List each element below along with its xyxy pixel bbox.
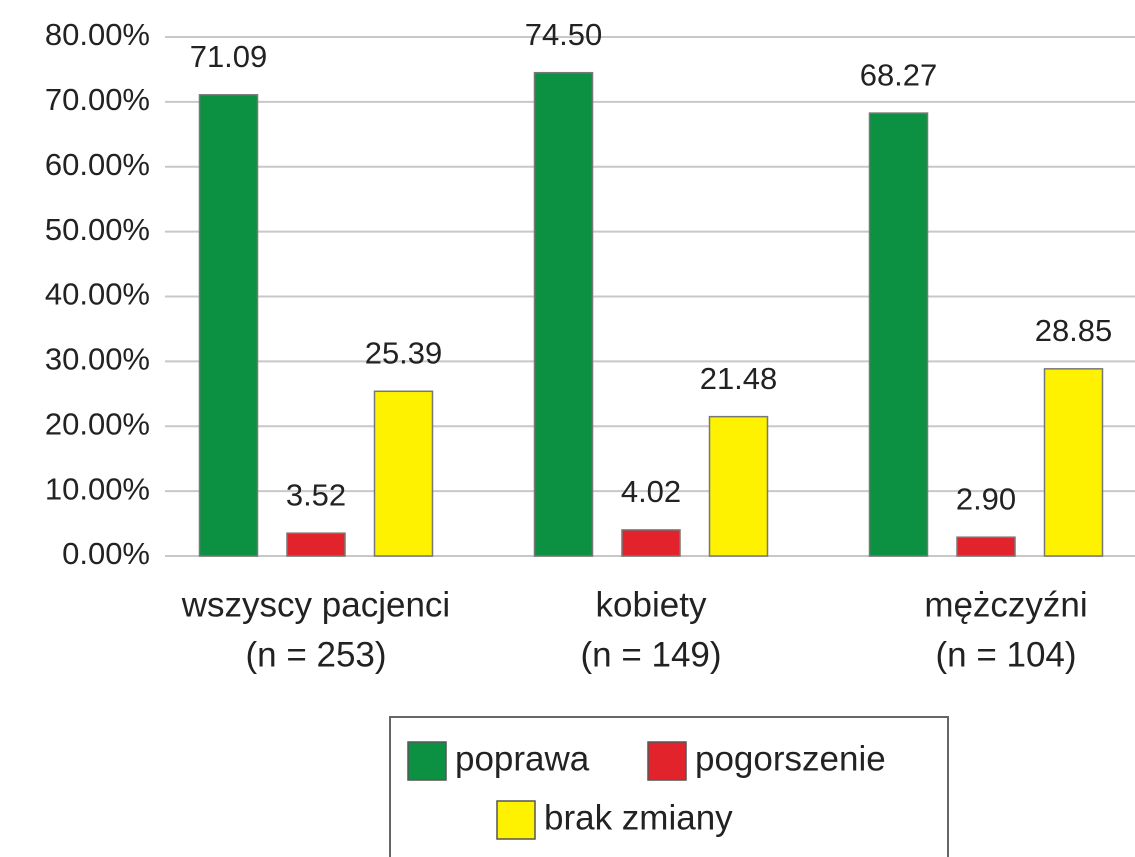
x-tick-label: kobiety [596,585,707,624]
y-tick-label: 20.00% [45,406,150,441]
bar [286,532,346,557]
y-tick-label: 10.00% [45,471,150,506]
x-tick-label: (n = 149) [580,635,721,674]
bar [708,415,769,557]
x-tick-label: wszyscy pacjenci [181,585,450,624]
data-label: 68.27 [860,57,938,92]
bar [868,112,929,557]
y-tick-label: 50.00% [45,212,150,247]
y-tick-label: 60.00% [45,147,150,182]
x-tick-label: (n = 104) [935,635,1076,674]
data-label: 3.52 [286,477,346,512]
x-tick-label: mężczyźni [924,585,1087,624]
y-tick-label: 80.00% [45,17,150,52]
y-tick-label: 30.00% [45,342,150,377]
data-label: 4.02 [621,474,681,509]
bar [198,94,259,557]
data-label: 25.39 [365,335,443,370]
data-label: 2.90 [956,481,1016,516]
legend-label: brak zmiany [544,798,733,837]
bar [956,536,1016,557]
data-label: 28.85 [1035,313,1113,348]
bar [1043,368,1104,557]
y-tick-label: 70.00% [45,82,150,117]
legend-label: pogorszenie [695,739,886,778]
data-label: 21.48 [700,361,778,396]
legend-swatch [647,741,687,781]
legend-swatch [407,741,447,781]
data-label: 71.09 [190,39,268,74]
y-tick-label: 40.00% [45,277,150,312]
bar [533,71,594,557]
y-tick-label: 0.00% [62,536,150,571]
bar [621,529,681,557]
x-tick-label: (n = 253) [245,635,386,674]
legend-box [389,716,949,857]
legend-label: poprawa [455,739,590,778]
bar [373,390,434,557]
data-label: 74.50 [525,17,603,52]
legend-swatch [496,800,536,840]
